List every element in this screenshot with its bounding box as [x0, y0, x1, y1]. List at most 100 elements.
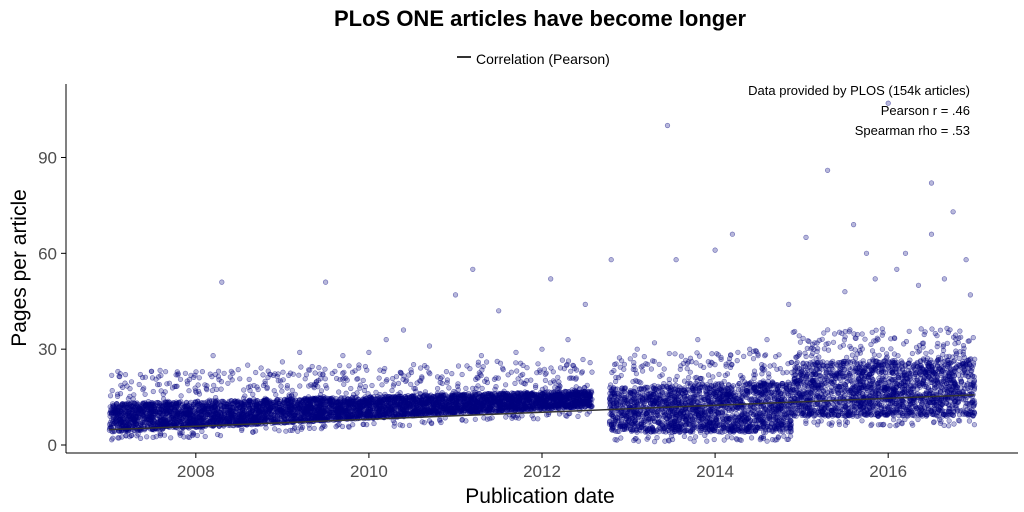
data-point [289, 415, 295, 421]
data-point [240, 416, 246, 423]
data-point [234, 416, 240, 422]
data-point [120, 407, 126, 413]
data-point [531, 395, 537, 401]
data-point [131, 405, 137, 411]
data-point [588, 396, 594, 403]
data-point [182, 370, 188, 376]
data-point [218, 402, 224, 408]
data-point [526, 406, 533, 412]
chart-title: PLoS ONE articles have become longer [334, 6, 746, 31]
data-point [278, 411, 284, 417]
data-point [408, 410, 415, 416]
data-point [240, 401, 246, 407]
data-point [135, 401, 141, 407]
data-point [288, 408, 294, 414]
data-point [139, 405, 145, 411]
data-point [568, 368, 574, 374]
data-point [114, 410, 120, 416]
data-point [280, 377, 286, 383]
data-point [369, 382, 375, 389]
data-point [467, 403, 473, 409]
data-point [547, 404, 554, 410]
data-point [479, 385, 485, 392]
data-point [438, 399, 444, 405]
data-point [135, 415, 141, 421]
data-point [211, 382, 217, 389]
data-point [451, 410, 457, 416]
data-point [538, 405, 544, 411]
data-point [307, 399, 313, 405]
data-point [390, 375, 396, 382]
data-point [313, 407, 319, 414]
data-point [494, 407, 500, 413]
data-point [149, 414, 155, 420]
data-point [295, 412, 301, 418]
data-point [357, 385, 363, 391]
data-point [367, 399, 373, 405]
data-point [385, 399, 392, 406]
data-point [229, 401, 235, 407]
data-point [111, 420, 117, 427]
data-point [224, 404, 230, 410]
data-point [161, 396, 167, 402]
data-point [162, 405, 168, 411]
data-point [141, 385, 147, 391]
data-point [255, 408, 261, 414]
data-point [272, 406, 278, 412]
data-point [196, 375, 202, 381]
data-point [296, 372, 302, 378]
data-point [127, 416, 133, 422]
data-point [334, 409, 340, 415]
data-point [365, 391, 371, 397]
data-point [225, 380, 231, 386]
data-point [344, 404, 350, 410]
data-point [461, 403, 467, 410]
data-point [580, 400, 586, 406]
data-point [585, 388, 592, 395]
data-point [354, 376, 360, 382]
data-point [554, 395, 560, 401]
data-point [192, 399, 198, 405]
data-point [484, 359, 490, 365]
data-point [422, 407, 428, 413]
data-point [340, 399, 346, 405]
data-point [109, 372, 115, 378]
data-point [494, 358, 500, 365]
data-point [235, 402, 241, 408]
data-point [276, 404, 283, 411]
data-point [477, 401, 484, 407]
data-point [356, 409, 362, 415]
data-point [423, 400, 430, 406]
data-point [515, 405, 522, 411]
data-point [214, 419, 220, 425]
data-point [574, 394, 580, 400]
data-point [466, 397, 473, 403]
data-point [503, 398, 509, 404]
data-point [496, 401, 502, 407]
data-point [506, 404, 513, 410]
data-point [461, 391, 467, 397]
data-point [335, 399, 341, 406]
data-point [196, 403, 202, 409]
legend: Correlation (Pearson) [457, 51, 610, 67]
data-point [393, 401, 399, 407]
data-point [279, 388, 285, 394]
data-point [213, 411, 219, 417]
data-point [365, 409, 371, 415]
data-point [389, 387, 395, 394]
data-point [145, 399, 151, 405]
data-point [268, 400, 274, 406]
data-point [140, 419, 146, 426]
data-point [346, 363, 352, 369]
data-point [248, 417, 254, 423]
data-point [186, 388, 192, 394]
data-point [357, 400, 364, 406]
data-point [247, 410, 253, 416]
data-point [411, 393, 417, 399]
data-point [296, 397, 303, 404]
data-point [385, 407, 391, 413]
data-point [442, 410, 449, 416]
data-point [351, 411, 357, 417]
data-point [300, 408, 306, 414]
data-point [586, 402, 592, 409]
